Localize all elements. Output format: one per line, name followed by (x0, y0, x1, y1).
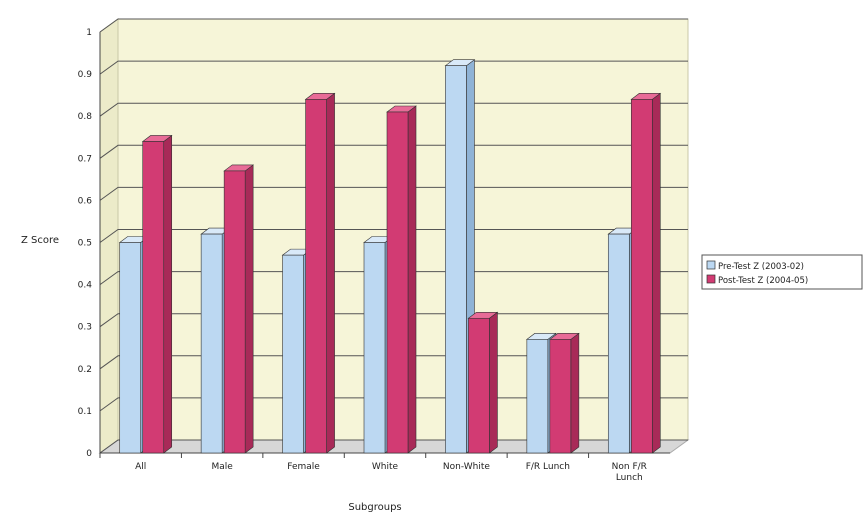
y-tick-label: 0.6 (78, 196, 93, 206)
x-tick-label-line: Non-White (443, 462, 490, 472)
gridline (99, 355, 688, 370)
x-tick-label: White (372, 462, 399, 472)
bar-front (526, 339, 549, 454)
bar-side (651, 92, 661, 454)
y-tick-label: 0.7 (78, 154, 92, 164)
bar-side (489, 311, 498, 454)
bar-side (407, 105, 417, 454)
x-tick-label: Female (287, 462, 320, 472)
bar-post-test (386, 105, 417, 454)
y-tick-label: 0.1 (78, 407, 92, 417)
bar-front (142, 141, 165, 454)
legend-swatch (706, 260, 716, 270)
y-tick-label: 0.2 (78, 365, 92, 375)
x-tick-label-line: F/R Lunch (526, 462, 570, 472)
axis-text-layer: 0 0.1 0.2 0.3 0.4 0.5 0.6 0.7 0.8 0.9 1 All Male Fema… (78, 28, 647, 483)
y-tick-label: 1 (86, 28, 92, 38)
x-tick-label: Male (211, 462, 233, 472)
y-tick-label: 0.3 (78, 323, 92, 333)
x-tick-label: F/R Lunch (526, 462, 570, 472)
bar-front (607, 233, 630, 454)
bar-post-test (548, 332, 580, 454)
bar-front (630, 99, 653, 454)
x-tick-label: All (135, 462, 146, 472)
legend-swatch (706, 274, 716, 284)
gridline (99, 229, 688, 243)
gridline-layer (99, 18, 688, 454)
x-tick-label-line: White (372, 462, 399, 472)
y-tick-label: 0.4 (78, 281, 93, 291)
gridline (99, 60, 688, 75)
x-tick-label-line: Female (287, 462, 320, 472)
gridline (99, 271, 688, 286)
x-tick-label: Non-White (443, 462, 490, 472)
bar-side (244, 164, 254, 454)
gridline (99, 439, 688, 454)
bar-front (386, 111, 409, 454)
legend: Pre-Test Z (2003-02) Post-Test Z (2004-05… (701, 254, 863, 290)
bar-front (363, 242, 386, 454)
bar-layer (118, 59, 662, 454)
bar-front (119, 242, 142, 454)
gridline (99, 102, 688, 117)
legend-label: Post-Test Z (2004-05) (718, 276, 808, 286)
bar-front (445, 65, 467, 454)
y-tick-label: 0.8 (78, 112, 93, 122)
y-tick-label: 0.9 (78, 70, 93, 80)
bar-post-test (304, 92, 336, 454)
y-tick-label: 0 (86, 449, 92, 459)
bar-front (305, 99, 327, 454)
bar-side (326, 92, 335, 454)
bar-post-test (467, 311, 499, 454)
gridline (99, 186, 688, 201)
gridline (99, 144, 688, 159)
y-axis-label: Z Score (21, 235, 59, 246)
bar-front (200, 233, 223, 454)
bar-front (549, 339, 572, 454)
gridline (99, 18, 688, 33)
x-tick-label-line: Male (211, 462, 233, 472)
bar-side (570, 332, 580, 454)
x-tick-label-line: All (135, 462, 146, 472)
bar-post-test (141, 134, 173, 454)
legend-label: Pre-Test Z (2003-02) (718, 262, 804, 272)
x-tick-label: Non F/R Lunch (612, 462, 647, 483)
x-axis-label: Subgroups (348, 502, 401, 513)
legend-box (701, 254, 863, 290)
bar-post-test (223, 164, 255, 454)
bar-post-test (630, 92, 662, 454)
x-tick-label-line: Lunch (616, 473, 643, 483)
x-tick-label-line: Non F/R (612, 462, 647, 472)
bar-front (282, 254, 304, 454)
gridline (99, 313, 688, 328)
bar-side (163, 134, 173, 454)
y-tick-label: 0.5 (78, 239, 92, 249)
bar-front (223, 170, 246, 454)
gridline (99, 397, 688, 412)
bar-front (468, 317, 490, 454)
